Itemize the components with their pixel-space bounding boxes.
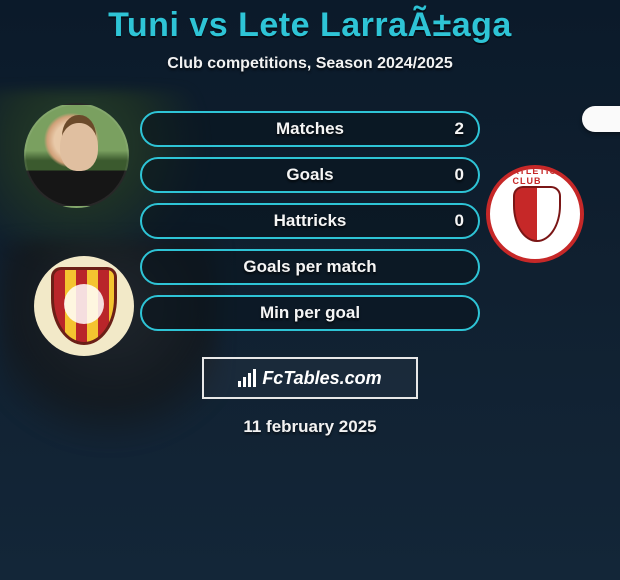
stat-row-goals: Goals 0 xyxy=(140,157,480,193)
chart-icon xyxy=(238,369,256,387)
stat-row-hattricks: Hattricks 0 xyxy=(140,203,480,239)
comparison-body: Matches 2 Goals 0 Hattricks 0 Goals per … xyxy=(0,111,620,331)
stat-value-right: 2 xyxy=(455,113,464,145)
club-crest-left xyxy=(34,256,134,356)
stat-label: Goals per match xyxy=(243,257,376,277)
right-column: ATLETIC CLUB xyxy=(484,111,604,331)
source-logo: FcTables.com xyxy=(202,357,418,399)
subtitle: Club competitions, Season 2024/2025 xyxy=(167,55,452,73)
stat-row-goals-per-match: Goals per match xyxy=(140,249,480,285)
club-crest-left-shield xyxy=(51,267,117,345)
source-logo-text: FcTables.com xyxy=(262,368,381,389)
stat-label: Min per goal xyxy=(260,303,360,323)
comparison-card: Tuni vs Lete LarraÃ±aga Club competition… xyxy=(0,0,620,580)
stat-row-min-per-goal: Min per goal xyxy=(140,295,480,331)
player-avatar-left xyxy=(24,103,129,208)
club-crest-right-shield xyxy=(503,182,567,246)
stat-label: Hattricks xyxy=(274,211,347,231)
stat-label: Goals xyxy=(286,165,333,185)
date: 11 february 2025 xyxy=(243,417,376,437)
club-crest-right: ATLETIC CLUB xyxy=(486,165,584,263)
page-title: Tuni vs Lete LarraÃ±aga xyxy=(108,6,512,45)
stat-row-matches: Matches 2 xyxy=(140,111,480,147)
club-crest-right-text: ATLETIC CLUB xyxy=(513,166,558,186)
stats-column: Matches 2 Goals 0 Hattricks 0 Goals per … xyxy=(136,111,484,331)
left-column xyxy=(16,111,136,331)
stat-value-right: 0 xyxy=(455,159,464,191)
stat-label: Matches xyxy=(276,119,344,139)
stat-value-right: 0 xyxy=(455,205,464,237)
